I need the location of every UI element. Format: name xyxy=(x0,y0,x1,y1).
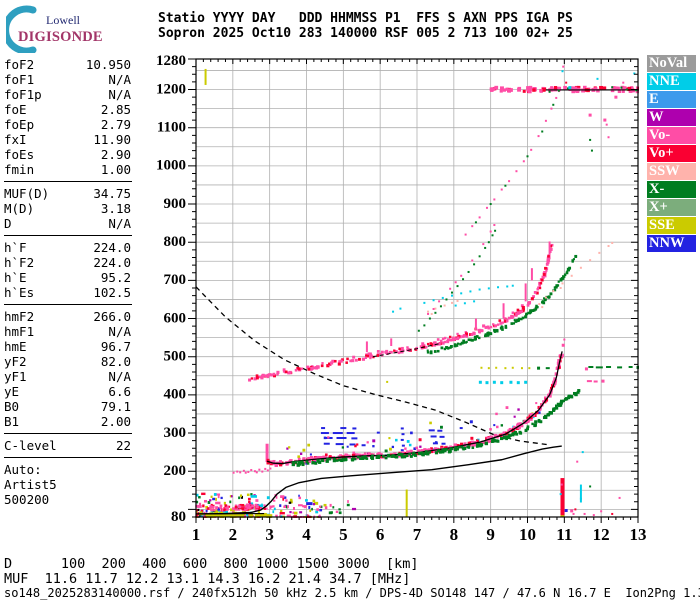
legend-item-nnw: NNW xyxy=(647,235,696,252)
legend-item-x: X+ xyxy=(647,199,696,216)
status-bar: so148_2025283140000.rsf / 240fx512h 50 k… xyxy=(4,586,700,600)
legend-item-e: E xyxy=(647,91,696,108)
legend-item-ssw: SSW xyxy=(647,163,696,180)
legend-item-w: W xyxy=(647,109,696,126)
distance-row: D 100 200 400 600 800 1000 1500 3000 [km… xyxy=(4,556,419,572)
legend-item-nne: NNE xyxy=(647,73,696,90)
echo-direction-legend: NoVal NNE E W Vo- Vo+ SSW X- X+ SSE NNW xyxy=(647,55,696,253)
legend-item-noval: NoVal xyxy=(647,55,696,72)
muf-row: MUF 11.6 11.7 12.2 13.1 14.3 16.2 21.4 3… xyxy=(4,571,411,587)
legend-item-vo: Vo+ xyxy=(647,145,696,162)
legend-item-vo: Vo- xyxy=(647,127,696,144)
legend-item-sse: SSE xyxy=(647,217,696,234)
legend-item-x: X- xyxy=(647,181,696,198)
